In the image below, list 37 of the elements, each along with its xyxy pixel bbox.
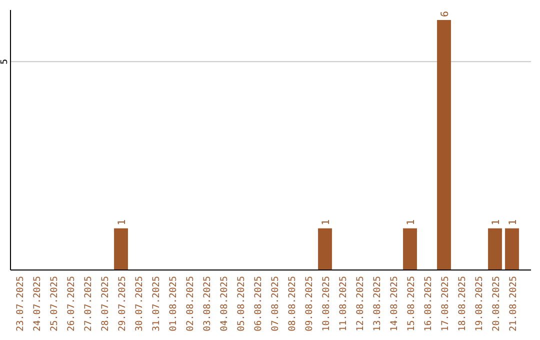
x-tick-label: 20.08.2025 [491,276,502,332]
x-tick-label: 11.08.2025 [338,276,349,332]
x-tick-label: 05.08.2025 [236,276,247,332]
data-label: 1 [321,219,332,226]
x-tick-label: 14.08.2025 [389,276,400,332]
x-tick-label: 03.08.2025 [202,276,213,332]
x-tick-label: 10.08.2025 [321,276,332,332]
x-tick-label: 01.08.2025 [168,276,179,332]
data-label: 6 [440,10,451,17]
x-tick-label: 07.08.2025 [270,276,281,332]
data-label: 1 [406,219,417,226]
x-tick-label: 16.08.2025 [423,276,434,332]
data-label: 1 [491,219,502,226]
x-tick-label: 27.07.2025 [83,276,94,332]
x-tick-label: 09.08.2025 [304,276,315,332]
x-tick-label: 21.08.2025 [508,276,519,332]
x-tick-label: 02.08.2025 [185,276,196,332]
x-tick-label: 19.08.2025 [474,276,485,332]
x-tick-label: 08.08.2025 [287,276,298,332]
x-tick-label: 31.07.2025 [151,276,162,332]
x-tick-label: 25.07.2025 [49,276,60,332]
data-label: 1 [117,219,128,226]
x-tick-label: 30.07.2025 [134,276,145,332]
x-tick-label: 29.07.2025 [117,276,128,332]
data-label: 1 [508,219,519,226]
x-tick-label: 06.08.2025 [253,276,264,332]
x-tick-label: 15.08.2025 [406,276,417,332]
y-tick-label: 5 [0,58,10,64]
x-tick-label: 12.08.2025 [355,276,366,332]
x-tick-label: 18.08.2025 [457,276,468,332]
x-tick-label: 17.08.2025 [440,276,451,332]
x-tick-label: 26.07.2025 [66,276,77,332]
x-tick-label: 13.08.2025 [372,276,383,332]
x-tick-label: 04.08.2025 [219,276,230,332]
x-tick-label: 23.07.2025 [15,276,26,332]
x-tick-label: 28.07.2025 [100,276,111,332]
x-tick-label: 24.07.2025 [32,276,43,332]
